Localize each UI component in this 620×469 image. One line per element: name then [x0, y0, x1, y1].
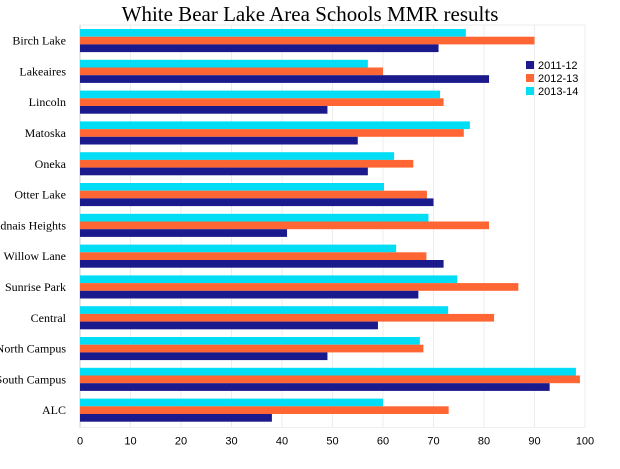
category-label: Birch Lake	[12, 34, 66, 48]
chart-title: White Bear Lake Area Schools MMR results	[121, 2, 499, 26]
bar-2011-12-matoska	[80, 136, 358, 145]
legend-swatch	[526, 87, 534, 95]
category-label: Central	[31, 311, 67, 325]
category-label: Otter Lake	[14, 188, 66, 202]
bar-2011-12-otter-lake	[80, 198, 434, 207]
category-label: Matoska	[25, 126, 67, 140]
bar-2012-13-alc	[80, 406, 449, 414]
category-label: Lakeaires	[19, 64, 66, 78]
bar-2011-12-sunrise-park	[80, 290, 419, 299]
bar-2012-13-lincoln	[80, 98, 444, 106]
bar-2012-13-oneka	[80, 159, 414, 168]
bar-2011-12-south-campus	[80, 383, 550, 391]
x-tick-label: 20	[175, 435, 187, 447]
x-tick-label: 0	[77, 435, 83, 447]
bar-2013-14-birch-lake	[80, 29, 466, 37]
category-label: North Campus	[0, 342, 66, 356]
x-tick-label: 80	[478, 435, 490, 447]
category-label: Sunrise Park	[5, 280, 66, 294]
bar-2013-14-otter-lake	[80, 183, 385, 191]
bar-2012-13-lakeaires	[80, 67, 383, 76]
legend-swatch	[526, 61, 534, 69]
legend-label: 2011-12	[538, 60, 578, 72]
x-tick-label: 40	[276, 435, 288, 447]
bar-2011-12-oneka	[80, 167, 368, 176]
bar-2011-12-central	[80, 321, 378, 330]
bar-2011-12-vadnais-heights	[80, 229, 288, 237]
bar-2012-13-north-campus	[80, 344, 424, 353]
legend-label: 2012-13	[538, 73, 578, 85]
x-tick-label: 100	[576, 435, 594, 447]
bar-2011-12-lincoln	[80, 106, 328, 114]
bar-2013-14-lincoln	[80, 90, 441, 99]
bar-2013-14-south-campus	[80, 367, 576, 376]
bar-2013-14-oneka	[80, 152, 395, 160]
bar-2012-13-matoska	[80, 129, 464, 137]
bar-2012-13-willow-lane	[80, 252, 427, 260]
category-label: South Campus	[0, 372, 66, 386]
bar-2011-12-willow-lane	[80, 260, 444, 268]
category-label: Oneka	[35, 157, 67, 171]
bar-2013-14-central	[80, 306, 449, 314]
x-tick-label: 50	[326, 435, 338, 447]
category-label: Vadnais Heights	[0, 218, 66, 232]
x-tick-label: 10	[124, 435, 136, 447]
x-tick-label: 60	[377, 435, 389, 447]
category-label: Lincoln	[29, 95, 66, 109]
bar-2012-13-otter-lake	[80, 190, 427, 199]
x-tick-label: 30	[225, 435, 237, 447]
legend-swatch	[526, 74, 534, 82]
x-tick-label: 90	[528, 435, 540, 447]
bar-2011-12-alc	[80, 414, 272, 422]
bar-2012-13-south-campus	[80, 375, 580, 384]
bar-2011-12-lakeaires	[80, 75, 490, 83]
bar-2012-13-sunrise-park	[80, 283, 519, 291]
bar-2011-12-birch-lake	[80, 44, 439, 53]
bar-2013-14-alc	[80, 398, 383, 407]
bar-2011-12-north-campus	[80, 352, 328, 361]
category-label: ALC	[42, 403, 66, 417]
bar-2012-13-birch-lake	[80, 36, 535, 45]
bar-2013-14-vadnais-heights	[80, 213, 429, 222]
bar-2013-14-matoska	[80, 121, 470, 130]
legend-label: 2013-14	[538, 86, 578, 98]
x-tick-label: 70	[427, 435, 439, 447]
category-label: Willow Lane	[4, 249, 67, 263]
bar-2012-13-central	[80, 313, 495, 322]
bar-2013-14-sunrise-park	[80, 275, 458, 284]
bar-2013-14-willow-lane	[80, 244, 397, 253]
bar-2013-14-north-campus	[80, 337, 420, 345]
bar-2013-14-lakeaires	[80, 59, 368, 68]
bar-2012-13-vadnais-heights	[80, 221, 490, 230]
